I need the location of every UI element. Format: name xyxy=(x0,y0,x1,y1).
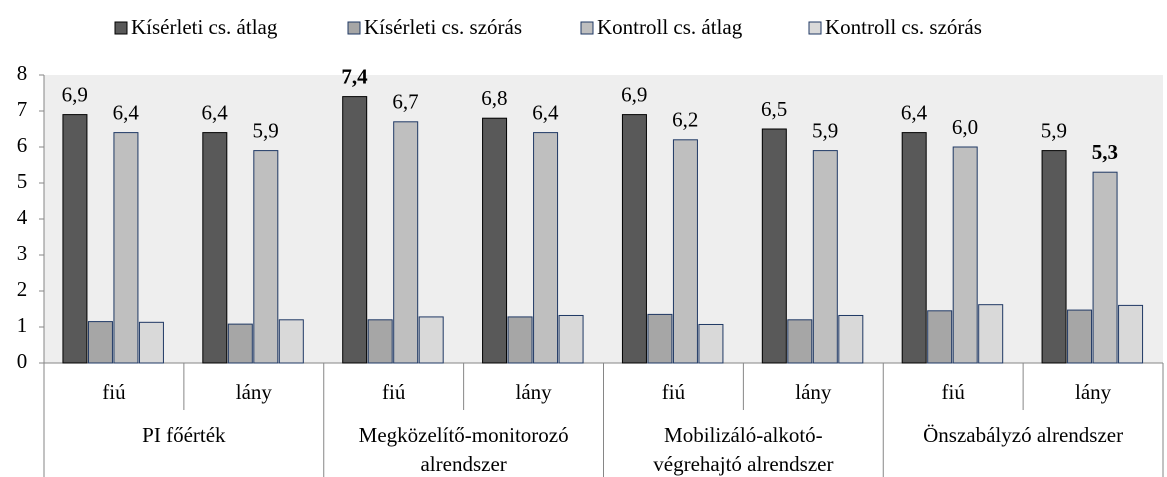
x-tick-label: lány xyxy=(1075,380,1112,404)
data-label: 5,9 xyxy=(1041,118,1067,142)
legend-label: Kísérleti cs. átlag xyxy=(131,15,278,39)
bar xyxy=(87,321,113,364)
data-label: 6,8 xyxy=(481,86,507,110)
data-label: 6,5 xyxy=(761,97,787,121)
y-tick-label: 8 xyxy=(17,61,28,85)
data-label: 5,9 xyxy=(812,118,838,142)
bar xyxy=(1067,309,1093,364)
bar xyxy=(533,132,559,364)
data-label: 6,4 xyxy=(532,100,559,124)
data-label: 5,9 xyxy=(252,118,278,142)
legend-label: Kontroll cs. átlag xyxy=(597,15,743,39)
bar xyxy=(278,319,304,364)
y-tick-label: 3 xyxy=(17,241,28,265)
group-label: PI főérték xyxy=(142,423,226,447)
legend-label: Kontroll cs. szórás xyxy=(825,15,982,39)
y-tick-label: 2 xyxy=(17,277,28,301)
x-tick-label: lány xyxy=(515,380,552,404)
y-tick-label: 1 xyxy=(17,313,28,337)
group-label: Mobilizáló-alkotó- xyxy=(664,423,823,447)
group-label: Önszabályzó alrendszer xyxy=(923,423,1123,447)
bar xyxy=(393,121,419,364)
legend-swatch xyxy=(808,21,822,35)
bar xyxy=(672,139,698,364)
data-label: 6,4 xyxy=(201,100,228,124)
data-label: 6,9 xyxy=(621,82,647,106)
y-tick-label: 0 xyxy=(17,349,28,373)
y-tick-label: 7 xyxy=(17,97,28,121)
bar xyxy=(1118,304,1144,364)
data-label: 6,9 xyxy=(62,82,88,106)
data-label: 6,7 xyxy=(392,90,418,114)
bar xyxy=(138,321,164,364)
bar xyxy=(558,314,584,364)
x-tick-label: fiú xyxy=(942,380,966,404)
bar xyxy=(838,314,864,364)
bar xyxy=(927,310,953,364)
legend-swatch xyxy=(580,21,594,35)
bar xyxy=(253,150,279,364)
group-label: alrendszer xyxy=(420,452,506,476)
bar xyxy=(507,316,533,364)
data-label: 6,0 xyxy=(952,115,978,139)
bar xyxy=(342,96,368,364)
bar xyxy=(952,146,978,364)
group-label: végrehajtó alrendszer xyxy=(653,452,833,476)
bar xyxy=(113,132,139,364)
bar xyxy=(227,323,253,364)
y-tick-label: 4 xyxy=(17,205,28,229)
group-label: Megközelítő-monitorozó xyxy=(359,423,569,447)
bar xyxy=(418,316,444,364)
bar xyxy=(761,128,787,364)
bar xyxy=(367,319,393,364)
x-tick-label: fiú xyxy=(102,380,126,404)
legend-label: Kísérleti cs. szórás xyxy=(364,15,522,39)
bar xyxy=(1092,171,1118,364)
bar xyxy=(482,117,508,364)
y-tick-label: 5 xyxy=(17,169,28,193)
x-tick-label: lány xyxy=(795,380,832,404)
legend-swatch xyxy=(347,21,361,35)
bar xyxy=(202,132,228,364)
data-label: 5,3 xyxy=(1092,140,1118,164)
data-label: 6,4 xyxy=(113,100,140,124)
bar xyxy=(978,304,1004,364)
bar xyxy=(1041,150,1067,364)
bar xyxy=(901,132,927,364)
bar xyxy=(787,319,813,364)
y-tick-label: 6 xyxy=(17,133,28,157)
x-tick-label: fiú xyxy=(662,380,686,404)
data-label: 7,4 xyxy=(341,64,368,88)
bar xyxy=(812,150,838,364)
x-tick-label: lány xyxy=(236,380,273,404)
bar xyxy=(698,323,724,364)
data-label: 6,2 xyxy=(672,108,698,132)
legend-swatch xyxy=(114,21,128,35)
bar xyxy=(647,313,673,364)
data-label: 6,4 xyxy=(901,100,928,124)
bar xyxy=(62,114,88,364)
bar xyxy=(621,114,647,364)
x-tick-label: fiú xyxy=(382,380,406,404)
